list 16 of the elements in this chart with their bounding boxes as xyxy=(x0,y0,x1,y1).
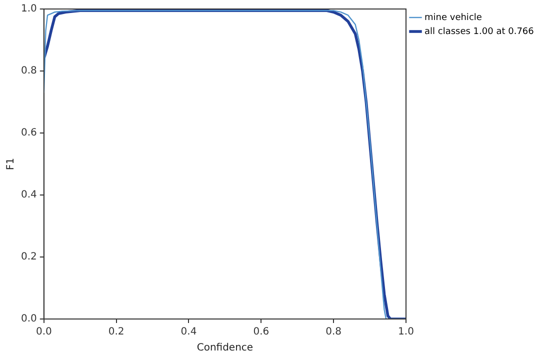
y-tick-label: 0.0 xyxy=(20,314,37,325)
y-tick-label: 0.4 xyxy=(20,190,37,201)
y-tick-label: 0.8 xyxy=(20,66,37,77)
x-tick-label: 0.6 xyxy=(253,326,270,338)
x-tick-label: 0.2 xyxy=(108,326,124,338)
x-tick-label: 0.8 xyxy=(326,326,342,338)
x-axis-title: Confidence xyxy=(196,342,254,354)
y-tick-label: 1.0 xyxy=(20,4,37,15)
y-axis-title: F1 xyxy=(6,158,17,170)
legend-label: all classes 1.00 at 0.766 xyxy=(424,26,534,37)
x-tick-label: 1.0 xyxy=(398,326,414,338)
x-tick-label: 0.4 xyxy=(180,326,197,338)
x-tick-label: 0.0 xyxy=(36,326,52,338)
y-tick-label: 0.2 xyxy=(20,252,37,263)
legend-label: mine vehicle xyxy=(424,12,482,23)
y-tick-label: 0.6 xyxy=(20,128,37,139)
